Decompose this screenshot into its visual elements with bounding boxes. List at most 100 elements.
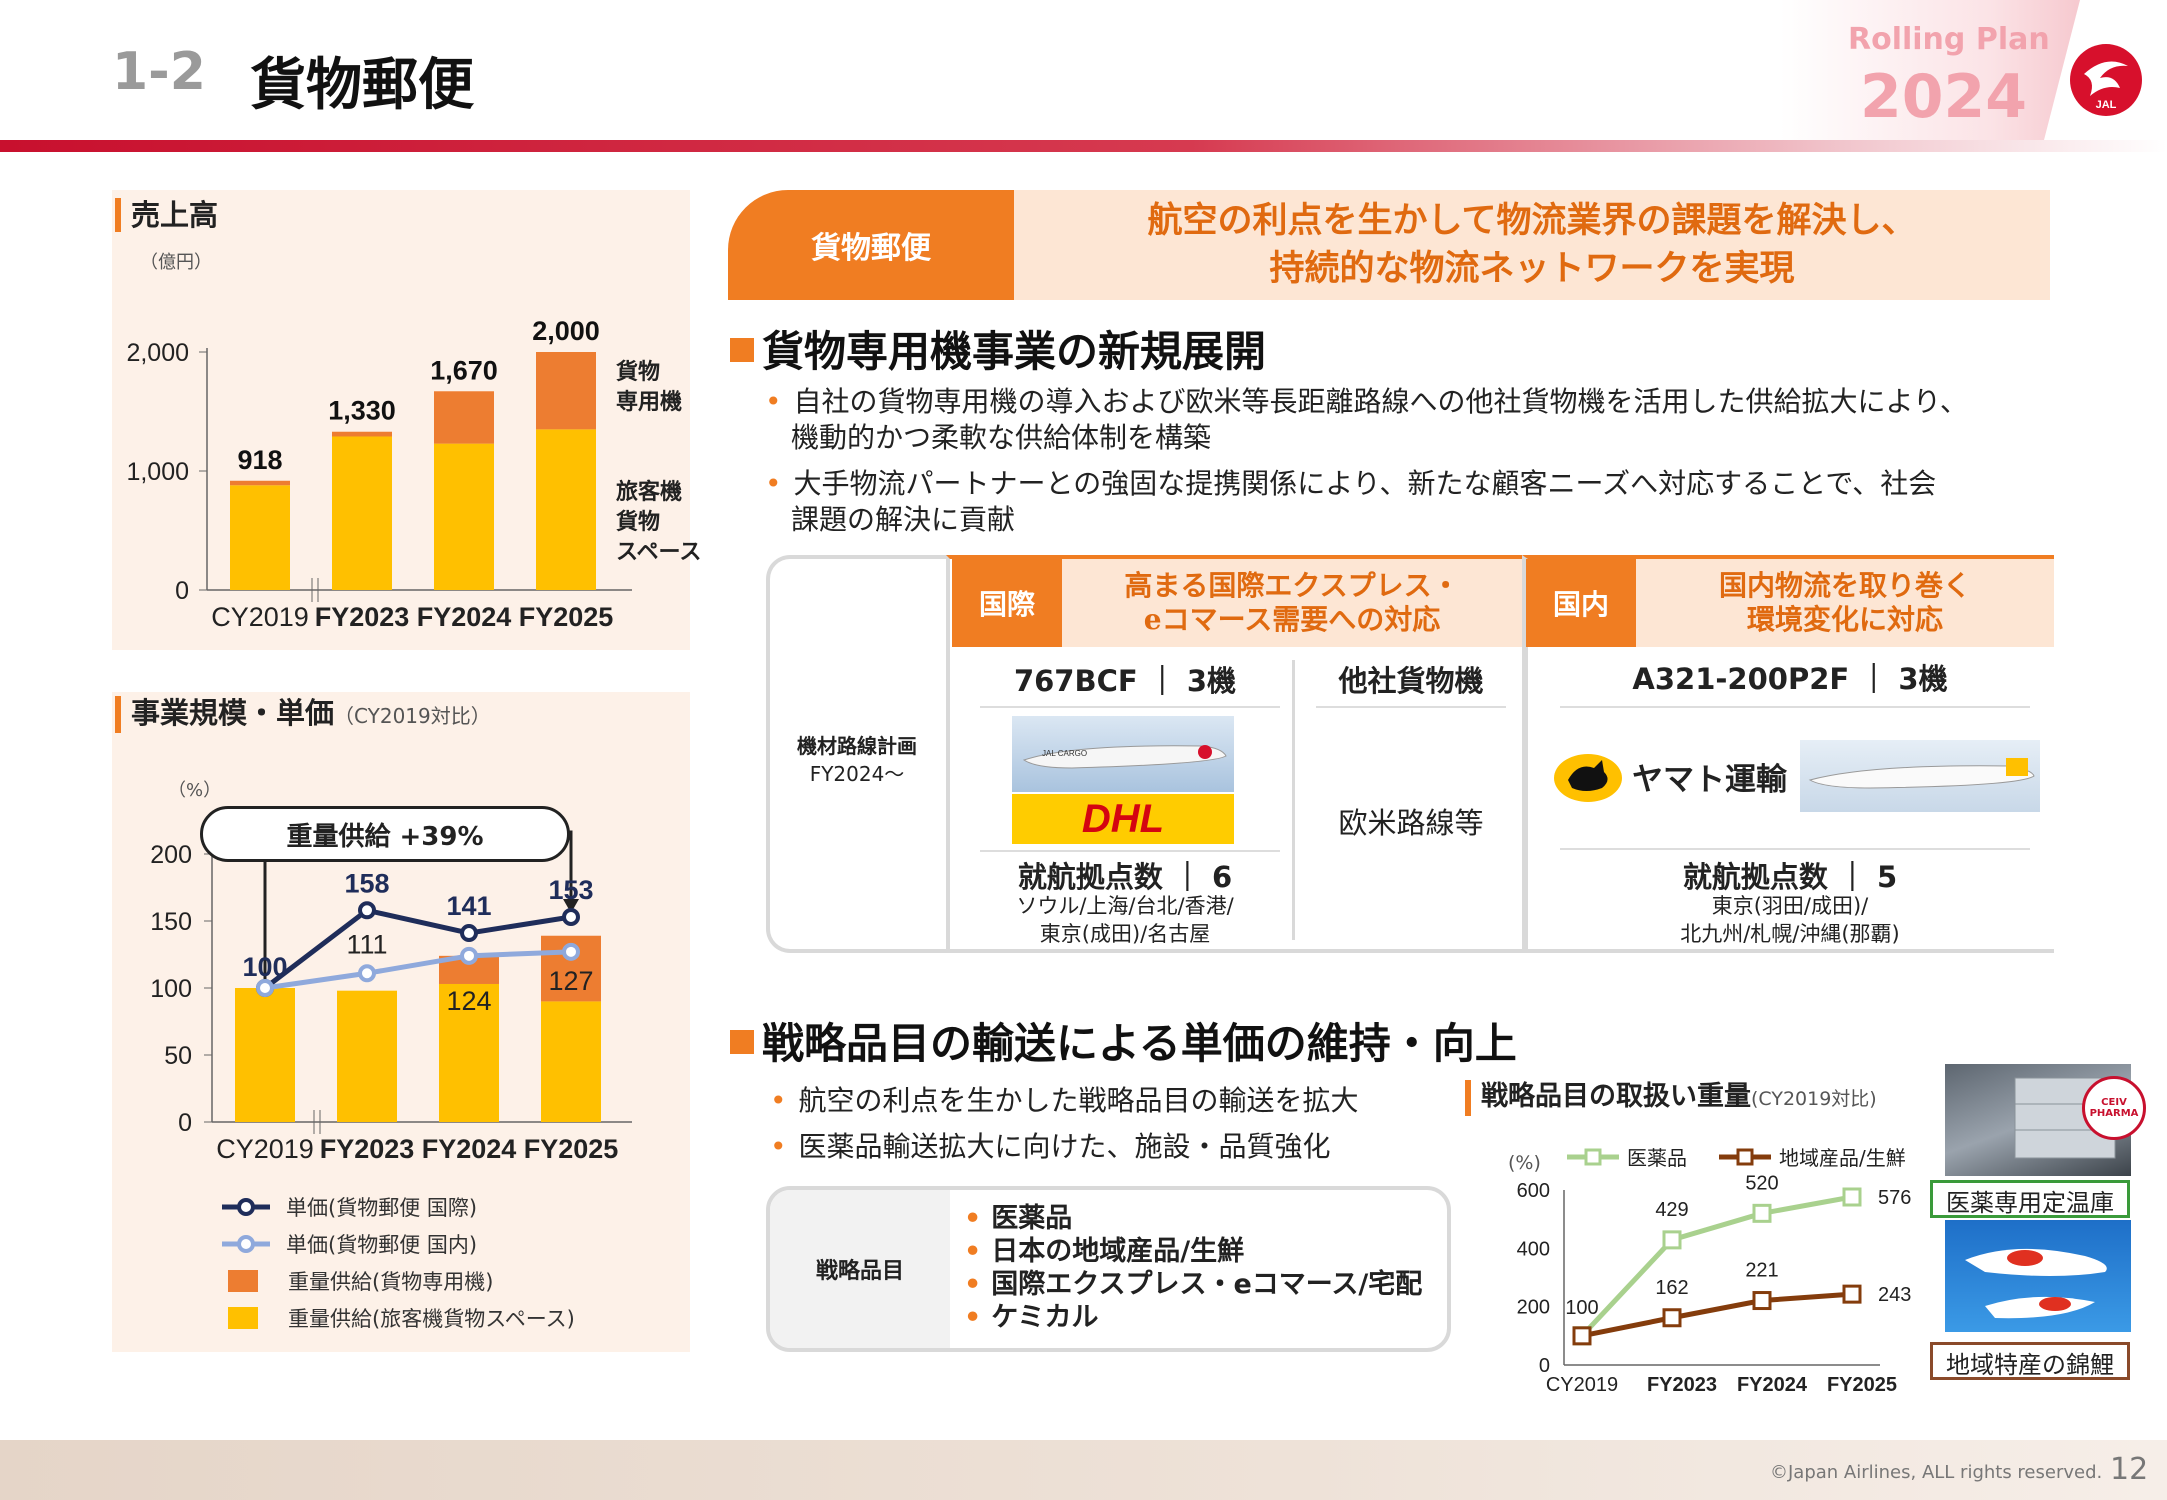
jal-cargo-plane-photo: JAL CARGO	[1012, 716, 1234, 792]
weight-supply-annotation: 重量供給 +39%	[200, 806, 570, 862]
weight-x-tick-label: FY2025	[1827, 1374, 1897, 1396]
legend-freighter-supply-label: 重量供給(貨物専用機)	[288, 1269, 494, 1294]
dom-price-label: 127	[548, 966, 593, 996]
rolling-plan-badge	[1780, 0, 2080, 140]
sales-bar	[332, 436, 392, 590]
scale-y-tick-label: 0	[178, 1109, 192, 1137]
strategic-item-3: • 国際エクスプレス・eコマース/宅配	[964, 1269, 1423, 1300]
scale-x-tick-label: FY2024	[422, 1134, 517, 1164]
dom-price-point	[562, 942, 580, 961]
section2-bullet-1: • 航空の利点を生かした戦略品目の輸送を拡大	[770, 1084, 1359, 1117]
weight-subtitle: (CY2019対比)	[1751, 1088, 1877, 1110]
sales-x-tick-label: CY2019	[211, 602, 309, 632]
page-number: 12	[2110, 1452, 2149, 1487]
sales-x-tick-label: FY2023	[315, 602, 410, 632]
divider	[1316, 706, 1506, 708]
rolling-plan-year: 2024	[1860, 62, 2027, 132]
section1-bullet-1-cont: 機動的かつ柔軟な供給体制を構築	[791, 421, 1212, 454]
dom-price-label: 111	[346, 929, 387, 959]
regional-point	[1572, 1326, 1592, 1346]
regional-point	[1752, 1291, 1772, 1311]
scale-bar	[541, 1001, 601, 1122]
pharma-caption: 医薬専用定温庫	[1930, 1180, 2130, 1218]
intl-price-label: 100	[242, 952, 287, 982]
legend-passenger-swatch	[228, 1306, 258, 1329]
strategic-items-label: 戦略品目	[770, 1190, 950, 1348]
section2-bullets: • 航空の利点を生かした戦略品目の輸送を拡大 • 医薬品輸送拡大に向けた、施設・品質…	[770, 1078, 1359, 1170]
legend-intl-price-label: 単価(貨物郵便 国際)	[286, 1195, 478, 1220]
divider	[980, 850, 1280, 852]
sales-legend-passenger-line1: 旅客機	[616, 480, 683, 505]
weight-data-label: 100	[1565, 1297, 1598, 1319]
legend-dom-price: 単価(貨物郵便 国内)	[220, 1225, 575, 1262]
intl-price-label: 141	[446, 891, 491, 921]
intl-price-label: 153	[548, 875, 593, 905]
a321-plane-photo	[1800, 740, 2040, 812]
sales-x-tick-label: FY2025	[519, 602, 614, 632]
jal-cargo-text: JAL CARGO	[1042, 749, 1087, 758]
fleet-intl-title2: eコマース需要への対応	[1143, 603, 1441, 636]
weight-legend-regional: 地域産品/生鮮	[1779, 1146, 1906, 1170]
scale-unit: （%）	[168, 780, 222, 801]
koi-caption: 地域特産の錦鯉	[1930, 1342, 2130, 1380]
scale-bar	[235, 988, 295, 1122]
dom-price-label: 124	[446, 986, 491, 1016]
fleet-other-freighter: 他社貨物機	[1338, 664, 1484, 698]
yamato-cat-icon	[1554, 754, 1622, 802]
strategic-items-list: • 医薬品 • 日本の地域産品/生鮮 • 国際エクスプレス・eコマース/宅配 • ケミカ…	[964, 1202, 1422, 1334]
pharma-line	[1580, 1194, 1853, 1338]
fleet-767bcf: 767BCF ｜ 3機	[1013, 664, 1237, 698]
legend-dom-price-label: 単価(貨物郵便 国内)	[286, 1232, 478, 1257]
fleet-intl-title: 高まる国際エクスプレス・ eコマース需要への対応	[1062, 559, 1522, 647]
divider	[1560, 848, 2030, 850]
fleet-dom-tag: 国内	[1526, 559, 1636, 647]
pharma-point	[1842, 1187, 1862, 1207]
strategic-item-1: • 医薬品	[964, 1203, 1073, 1234]
sales-x-tick-label: FY2024	[417, 602, 512, 632]
regional-point	[1842, 1284, 1862, 1304]
fleet-intl-cities1: ソウル/上海/台北/香港/	[1016, 894, 1234, 918]
section2-heading-text: 戦略品目の輸送による単価の維持・向上	[762, 1019, 1517, 1068]
weight-y-tick-label: 200	[1517, 1297, 1550, 1319]
sales-legend-passenger: 旅客機 貨物 スペース	[616, 478, 701, 568]
jal-logo-text: JAL	[2096, 99, 2117, 111]
legend-intl-price: 単価(貨物郵便 国際)	[220, 1188, 575, 1225]
pharma-point	[1662, 1230, 1682, 1250]
dom-price-point	[460, 946, 478, 965]
legend-freighter-supply: 重量供給(貨物専用機)	[220, 1262, 575, 1299]
banner-line1: 航空の利点を生かして物流業界の課題を解決し、	[1147, 200, 1917, 241]
intl-price-point	[562, 907, 580, 926]
sales-y-tick-label: 0	[175, 577, 189, 605]
rolling-plan-label: Rolling Plan	[1848, 22, 2050, 57]
scale-y-tick-label: 100	[150, 975, 192, 1003]
section-number: 1-2	[112, 42, 206, 102]
weight-y-tick-label: 400	[1517, 1238, 1550, 1260]
sales-legend-freighter-line2: 専用機	[616, 390, 683, 415]
page-title: 貨物郵便	[250, 53, 474, 118]
intl-price-line	[263, 907, 572, 990]
sales-bar	[332, 431, 392, 437]
sales-legend-freighter-line1: 貨物	[616, 360, 661, 385]
section2-marker	[730, 1030, 754, 1054]
dom-price-point	[256, 979, 274, 997]
intl-price-point	[460, 924, 478, 943]
scale-chart: 0 50 100 150 200 CY2019 FY2023 FY2024 FY2025 100 1…	[150, 830, 632, 1164]
scale-bar	[439, 983, 499, 1122]
fleet-row-label-line1: 機材路線計画	[797, 734, 917, 758]
section2-heading: 戦略品目の輸送による単価の維持・向上	[730, 1010, 1517, 1071]
sales-legend-freighter: 貨物 専用機	[616, 358, 682, 418]
divider	[1560, 706, 2030, 708]
sales-bar	[230, 485, 290, 590]
dom-price-point	[358, 964, 376, 983]
pharma-data-label: 429	[1655, 1199, 1688, 1221]
sales-bar	[434, 443, 494, 590]
weight-legend-pharma: 医薬品	[1627, 1146, 1687, 1170]
regional-data-label: 162	[1655, 1277, 1688, 1299]
weight-title-text: 戦略品目の取扱い重量	[1481, 1081, 1751, 1112]
sales-bar	[536, 352, 596, 430]
section1-heading-text: 貨物専用機事業の新規展開	[762, 327, 1267, 376]
scale-title-text: 事業規模・単価	[131, 696, 335, 730]
sales-bar	[536, 429, 596, 590]
pharma-data-label: 576	[1878, 1187, 1911, 1209]
fleet-row-label-line2: FY2024～	[809, 762, 905, 786]
